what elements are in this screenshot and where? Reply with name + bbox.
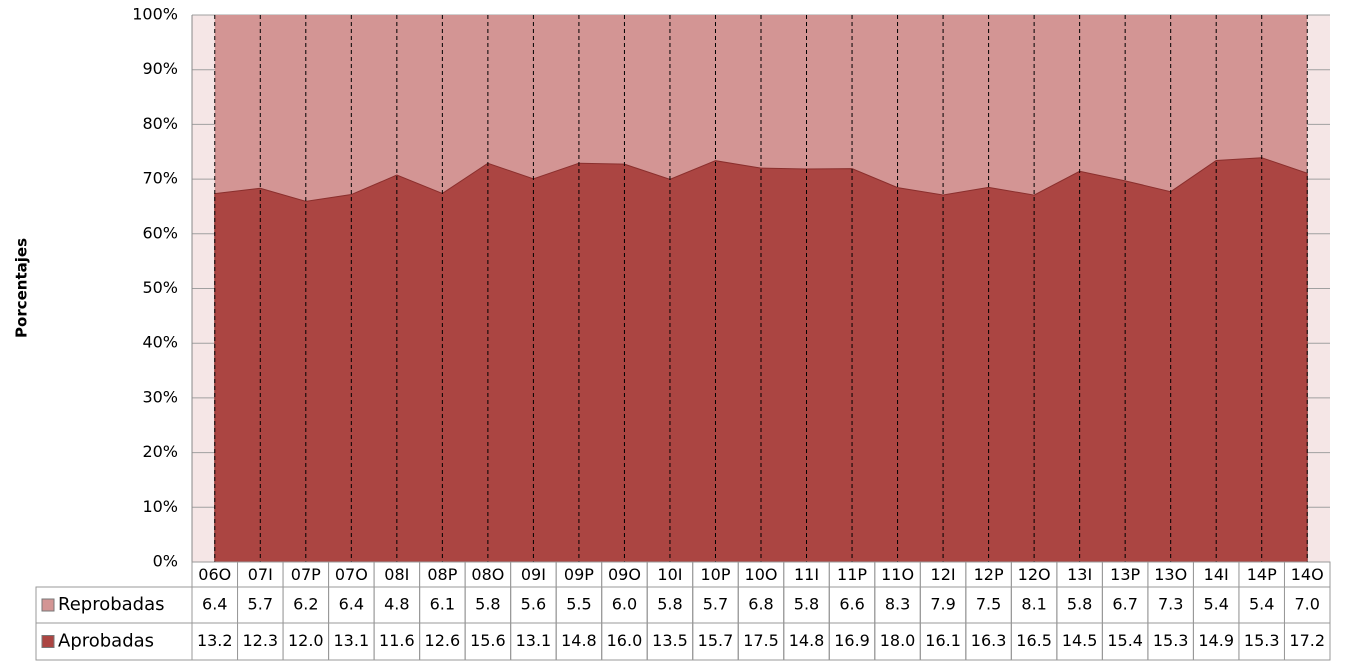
table-value: 5.8 [1067, 595, 1092, 614]
table-value: 14.9 [1198, 631, 1234, 650]
table-value: 16.9 [834, 631, 870, 650]
table-value: 12.0 [288, 631, 324, 650]
table-value: 16.0 [607, 631, 643, 650]
table-value: 5.6 [521, 595, 546, 614]
y-tick-label: 50% [142, 278, 178, 297]
table-value: 11.6 [379, 631, 415, 650]
table-value: 5.8 [475, 595, 500, 614]
table-value: 12.6 [425, 631, 461, 650]
y-axis-label: Porcentajes [13, 238, 31, 338]
table-value: 6.1 [430, 595, 455, 614]
table-value: 7.5 [976, 595, 1001, 614]
table-value: 13.1 [516, 631, 552, 650]
table-value: 6.7 [1112, 595, 1137, 614]
table-value: 6.4 [202, 595, 227, 614]
x-tick-label: 10P [700, 565, 730, 584]
legend-swatch [41, 598, 55, 612]
x-tick-label: 11I [794, 565, 819, 584]
table-value: 14.8 [561, 631, 597, 650]
table-value: 5.8 [657, 595, 682, 614]
x-tick-label: 09O [608, 565, 641, 584]
table-value: 13.2 [197, 631, 233, 650]
table-value: 6.4 [339, 595, 364, 614]
table-value: 15.4 [1107, 631, 1143, 650]
table-value: 7.9 [930, 595, 955, 614]
table-value: 17.5 [743, 631, 779, 650]
table-value: 16.3 [971, 631, 1007, 650]
x-tick-label: 12I [931, 565, 956, 584]
x-tick-label: 06O [198, 565, 231, 584]
x-tick-label: 12O [1018, 565, 1051, 584]
table-value: 5.5 [566, 595, 591, 614]
x-tick-label: 08P [427, 565, 457, 584]
legend-label: Aprobadas [58, 631, 154, 652]
table-value: 16.1 [925, 631, 961, 650]
y-tick-label: 10% [142, 497, 178, 516]
x-tick-label: 09P [564, 565, 594, 584]
x-tick-label: 07I [248, 565, 273, 584]
x-tick-label: 13I [1067, 565, 1092, 584]
table-value: 7.0 [1295, 595, 1320, 614]
table-value: 5.8 [794, 595, 819, 614]
table-value: 6.8 [748, 595, 773, 614]
table-value: 6.2 [293, 595, 318, 614]
y-tick-label: 30% [142, 387, 178, 406]
table-value: 17.2 [1289, 631, 1325, 650]
x-tick-label: 14I [1204, 565, 1229, 584]
x-tick-label: 14P [1247, 565, 1277, 584]
x-tick-label: 07P [291, 565, 321, 584]
x-tick-label: 12P [974, 565, 1004, 584]
y-tick-label: 80% [142, 114, 178, 133]
table-value: 15.7 [698, 631, 734, 650]
x-tick-label: 13P [1110, 565, 1140, 584]
table-value: 7.3 [1158, 595, 1183, 614]
y-tick-label: 0% [153, 552, 178, 571]
x-tick-label: 10I [657, 565, 682, 584]
table-value: 5.4 [1203, 595, 1228, 614]
table-row [35, 622, 1331, 661]
table-value: 5.4 [1249, 595, 1274, 614]
y-tick-label: 40% [142, 333, 178, 352]
table-value: 8.3 [885, 595, 910, 614]
table-value: 8.1 [1021, 595, 1046, 614]
table-value: 15.6 [470, 631, 506, 650]
table-value: 6.0 [612, 595, 637, 614]
table-value: 13.1 [334, 631, 370, 650]
x-tick-label: 08O [471, 565, 504, 584]
y-tick-label: 20% [142, 442, 178, 461]
table-value: 16.5 [1016, 631, 1052, 650]
table-value: 14.5 [1062, 631, 1098, 650]
table-value: 4.8 [384, 595, 409, 614]
x-tick-label: 14O [1291, 565, 1324, 584]
legend-label: Reprobadas [58, 594, 165, 615]
table-value: 15.3 [1244, 631, 1280, 650]
table-value: 18.0 [880, 631, 916, 650]
table-value: 13.5 [652, 631, 688, 650]
y-tick-label: 70% [142, 169, 178, 188]
x-tick-label: 10O [745, 565, 778, 584]
x-tick-label: 11P [837, 565, 867, 584]
x-tick-label: 09I [521, 565, 546, 584]
table-value: 15.3 [1153, 631, 1189, 650]
table-value: 12.3 [242, 631, 278, 650]
x-tick-label: 13O [1154, 565, 1187, 584]
table-value: 14.8 [789, 631, 825, 650]
table-value: 5.7 [703, 595, 728, 614]
table-value: 6.6 [839, 595, 864, 614]
x-tick-label: 07O [335, 565, 368, 584]
x-tick-label: 11O [881, 565, 914, 584]
y-tick-label: 90% [142, 59, 178, 78]
y-tick-label: 100% [132, 5, 178, 24]
x-tick-label: 08I [384, 565, 409, 584]
table-value: 5.7 [248, 595, 273, 614]
y-tick-label: 60% [142, 223, 178, 242]
legend-swatch [41, 635, 55, 648]
